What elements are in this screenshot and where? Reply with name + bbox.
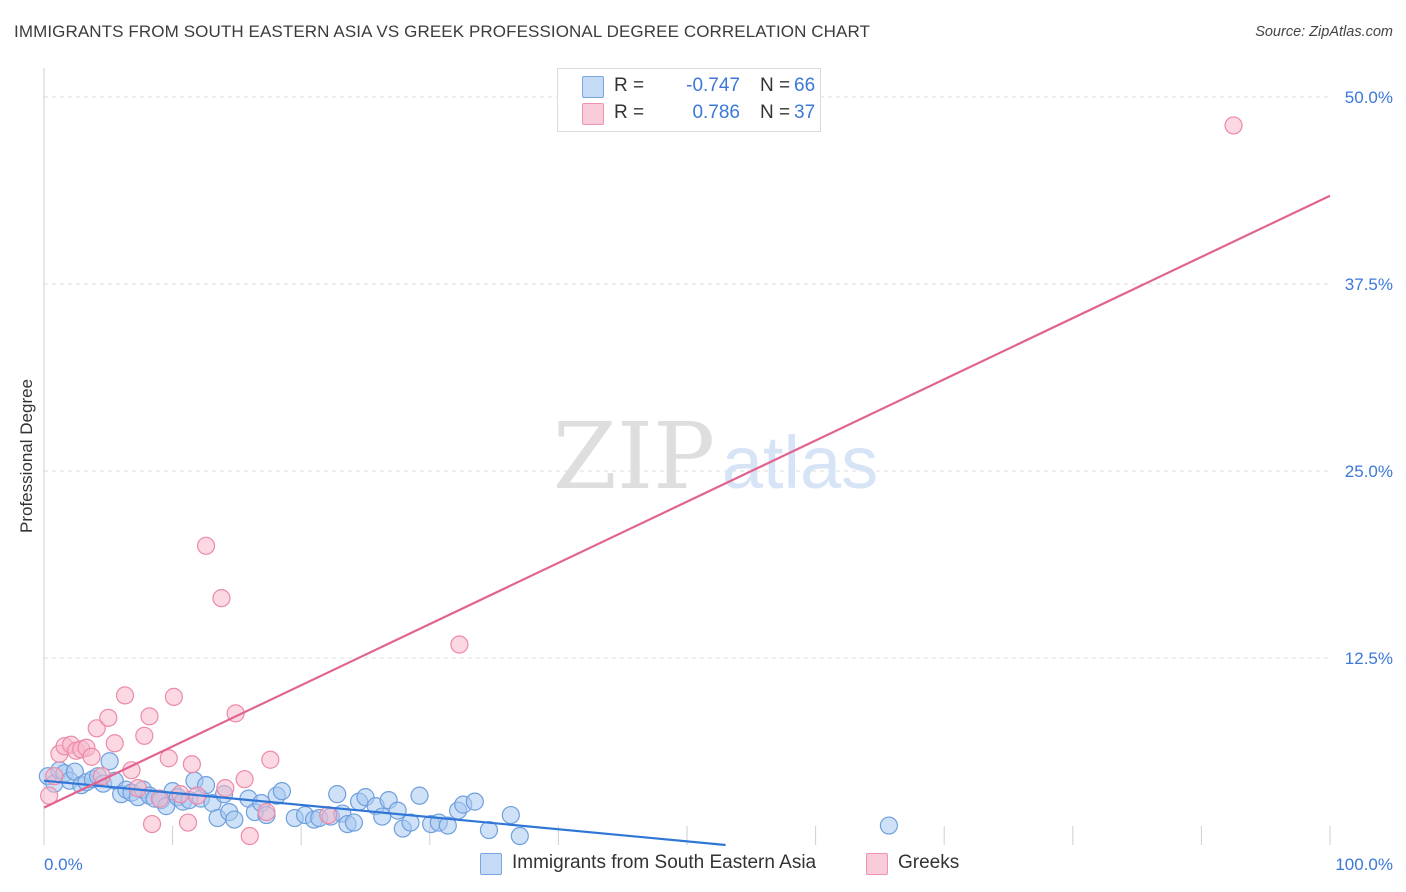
legend-n-label: N = bbox=[760, 102, 791, 123]
data-point-immigrants bbox=[100, 752, 119, 771]
source-label: Source: ZipAtlas.com bbox=[1255, 24, 1393, 40]
data-point-greeks bbox=[261, 750, 280, 769]
y-tick-label: 12.5% bbox=[1345, 649, 1393, 668]
legend-swatch-pink bbox=[582, 103, 604, 125]
data-point-greeks bbox=[159, 749, 178, 768]
legend-r-value: -0.747 bbox=[686, 75, 740, 96]
y-tick-label: 37.5% bbox=[1345, 275, 1393, 294]
data-point-immigrants bbox=[465, 792, 484, 811]
legend-n-value: 37 bbox=[794, 102, 816, 123]
data-point-immigrants bbox=[479, 820, 499, 840]
data-point-greeks bbox=[450, 635, 469, 654]
stats-legend: R = -0.747 N = 66 R = 0.786 N = 37 bbox=[557, 68, 821, 132]
data-point-greeks bbox=[216, 779, 235, 798]
data-point-greeks bbox=[196, 536, 216, 555]
data-point-immigrants bbox=[438, 816, 457, 835]
data-point-greeks bbox=[182, 755, 201, 774]
data-point-immigrants bbox=[501, 805, 520, 825]
legend-swatch-pink bbox=[866, 853, 888, 875]
data-point-greeks bbox=[135, 726, 154, 745]
legend-swatch-blue bbox=[582, 76, 604, 98]
data-point-greeks bbox=[150, 789, 169, 808]
legend-swatch-blue bbox=[480, 853, 502, 875]
legend-r-value: 0.786 bbox=[692, 102, 740, 123]
data-point-greeks bbox=[257, 802, 276, 822]
axes bbox=[43, 68, 1331, 845]
data-point-immigrants bbox=[373, 807, 392, 826]
series-greeks-points bbox=[40, 116, 1243, 846]
y-tick-label: 25.0% bbox=[1345, 462, 1393, 481]
data-point-immigrants bbox=[225, 810, 244, 829]
data-point-immigrants bbox=[344, 813, 364, 832]
watermark-atlas: atlas bbox=[722, 421, 878, 504]
tick-labels: 12.5% 25.0% 37.5% 50.0% 0.0% 100.0% bbox=[44, 88, 1393, 874]
legend-n-value: 66 bbox=[794, 75, 816, 96]
data-point-immigrants bbox=[401, 813, 420, 832]
data-point-immigrants bbox=[879, 816, 899, 835]
data-point-greeks bbox=[235, 770, 254, 789]
data-point-immigrants bbox=[510, 826, 529, 846]
y-tick-label: 50.0% bbox=[1345, 88, 1393, 107]
data-point-greeks bbox=[105, 734, 124, 753]
x-tick-label: 0.0% bbox=[44, 855, 83, 874]
legend-r-label: R = bbox=[614, 102, 645, 123]
trend-line-greeks bbox=[43, 194, 1331, 809]
legend-label-greeks: Greeks bbox=[898, 852, 960, 873]
data-point-greeks bbox=[115, 686, 135, 705]
legend-n-label: N = bbox=[760, 75, 791, 96]
trend-line-immigrants bbox=[43, 779, 726, 847]
data-point-greeks bbox=[99, 708, 118, 727]
data-point-greeks bbox=[240, 826, 259, 846]
watermark: ZIP atlas bbox=[553, 403, 878, 510]
data-point-greeks bbox=[164, 687, 183, 706]
data-point-greeks bbox=[1224, 116, 1243, 135]
data-point-immigrants bbox=[388, 801, 407, 820]
x-tick-label: 100.0% bbox=[1335, 855, 1393, 874]
watermark-zip: ZIP bbox=[553, 403, 715, 510]
gridlines bbox=[44, 96, 1330, 659]
legend-r-label: R = bbox=[614, 75, 645, 96]
data-point-greeks bbox=[140, 707, 159, 726]
data-point-greeks bbox=[82, 747, 101, 766]
data-point-greeks bbox=[212, 589, 231, 608]
data-point-immigrants bbox=[328, 785, 347, 804]
data-point-greeks bbox=[87, 719, 106, 738]
trend-lines bbox=[43, 194, 1331, 847]
chart-title: IMMIGRANTS FROM SOUTH EASTERN ASIA VS GR… bbox=[14, 22, 871, 41]
data-point-greeks bbox=[178, 813, 198, 832]
legend-label-immigrants: Immigrants from South Eastern Asia bbox=[512, 852, 817, 873]
data-point-greeks bbox=[142, 814, 162, 834]
data-point-immigrants bbox=[410, 786, 429, 805]
data-point-immigrants bbox=[272, 782, 292, 801]
